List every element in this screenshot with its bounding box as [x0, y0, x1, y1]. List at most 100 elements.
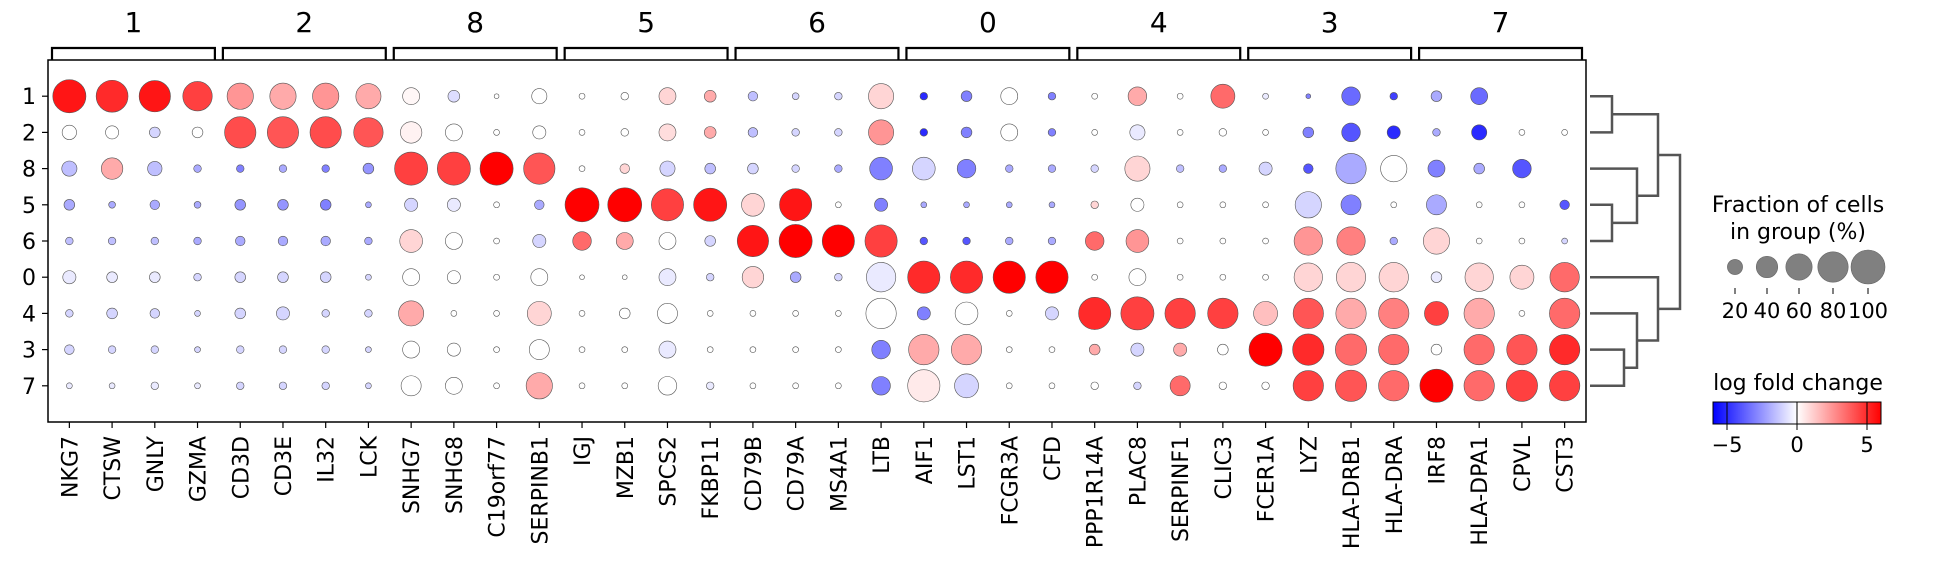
gene-label: CD79A [785, 436, 810, 511]
dot [479, 151, 514, 186]
dot [868, 83, 894, 110]
dot [578, 129, 586, 136]
dot [534, 199, 545, 210]
dendrogram-branch [1658, 153, 1682, 311]
dot [791, 128, 800, 137]
dot [919, 92, 928, 101]
dot [1035, 260, 1069, 294]
size-legend-title-2: in group (%) [1730, 220, 1866, 245]
dot [1293, 226, 1323, 256]
dot [789, 271, 802, 283]
group-label: 3 [1321, 6, 1339, 39]
dot [919, 236, 928, 246]
dots [52, 79, 1581, 403]
dot [1248, 332, 1283, 367]
gene-label: C19orf77 [486, 436, 511, 538]
gene-label: FCGR3A [998, 436, 1023, 525]
gene-label: MZB1 [614, 436, 639, 499]
dot [907, 260, 941, 294]
dot [1219, 201, 1227, 209]
dot [105, 125, 119, 140]
group-bracket [1076, 46, 1242, 60]
dot [1006, 382, 1013, 390]
dot [1047, 236, 1057, 246]
dot [66, 382, 73, 390]
dot [138, 80, 171, 113]
dot [445, 232, 463, 250]
dot [1549, 297, 1581, 329]
dot [1336, 226, 1366, 256]
gene-label: MS4A1 [827, 436, 852, 512]
dot [578, 310, 586, 317]
size-legend-dot [1850, 249, 1886, 285]
dot [736, 225, 769, 257]
dot [919, 128, 928, 137]
row-label: 5 [22, 194, 36, 219]
dot [1173, 342, 1188, 357]
size-legend-label: 60 [1786, 299, 1813, 323]
gene-label: PPP1R14A [1084, 436, 1109, 548]
dot [1130, 342, 1145, 357]
dot [150, 236, 159, 246]
dot [622, 274, 628, 280]
dot [620, 128, 629, 137]
dot [1378, 262, 1409, 293]
dendrogram-branch [1590, 94, 1614, 134]
row-label: 0 [22, 266, 36, 291]
dot [1090, 381, 1099, 390]
dot [1292, 297, 1324, 329]
dot [52, 79, 87, 114]
dot [1000, 123, 1019, 142]
dot [1133, 381, 1142, 390]
dot [1124, 155, 1151, 182]
dot [1294, 191, 1322, 219]
gene-label: SNHG7 [400, 436, 425, 514]
dot [792, 382, 799, 390]
dot [1217, 343, 1229, 356]
dot [1048, 346, 1056, 353]
dot [493, 237, 500, 245]
dot [1262, 237, 1269, 245]
dot [1463, 370, 1495, 402]
dot [1302, 126, 1314, 139]
dot [1380, 155, 1408, 183]
gene-label: IRF8 [1425, 436, 1450, 484]
dot [962, 236, 971, 246]
dot [1262, 92, 1269, 100]
dot [1125, 229, 1150, 253]
dot [1470, 87, 1488, 105]
dot [834, 128, 843, 137]
dot [446, 270, 461, 285]
dot [106, 307, 118, 320]
dot [1091, 92, 1098, 100]
dot [1303, 163, 1314, 174]
dendrogram [1590, 94, 1682, 388]
dot [1048, 201, 1056, 209]
dot [224, 116, 257, 149]
dot [621, 382, 628, 390]
group-label: 0 [979, 6, 997, 39]
gene-label: GNLY [144, 435, 169, 492]
dot [493, 129, 500, 136]
dot [1176, 129, 1184, 136]
dot [578, 346, 586, 353]
gene-label: CLIC3 [1212, 436, 1237, 499]
dendrogram-branch [1590, 348, 1626, 388]
dot [907, 369, 941, 403]
dot [1120, 296, 1155, 331]
dot [620, 92, 629, 101]
gene-label: GZMA [187, 436, 212, 502]
dot [1335, 153, 1367, 185]
dot [320, 271, 332, 283]
dot [835, 382, 842, 390]
dot [1253, 301, 1278, 326]
dot [1090, 200, 1099, 209]
group-label: 7 [1492, 6, 1510, 39]
dot [1518, 237, 1526, 245]
dot [445, 376, 463, 395]
dot [1218, 164, 1227, 173]
size-legend-dot [1817, 251, 1849, 283]
dot [1430, 271, 1443, 283]
dot [564, 187, 600, 223]
group-brackets [50, 46, 1584, 60]
